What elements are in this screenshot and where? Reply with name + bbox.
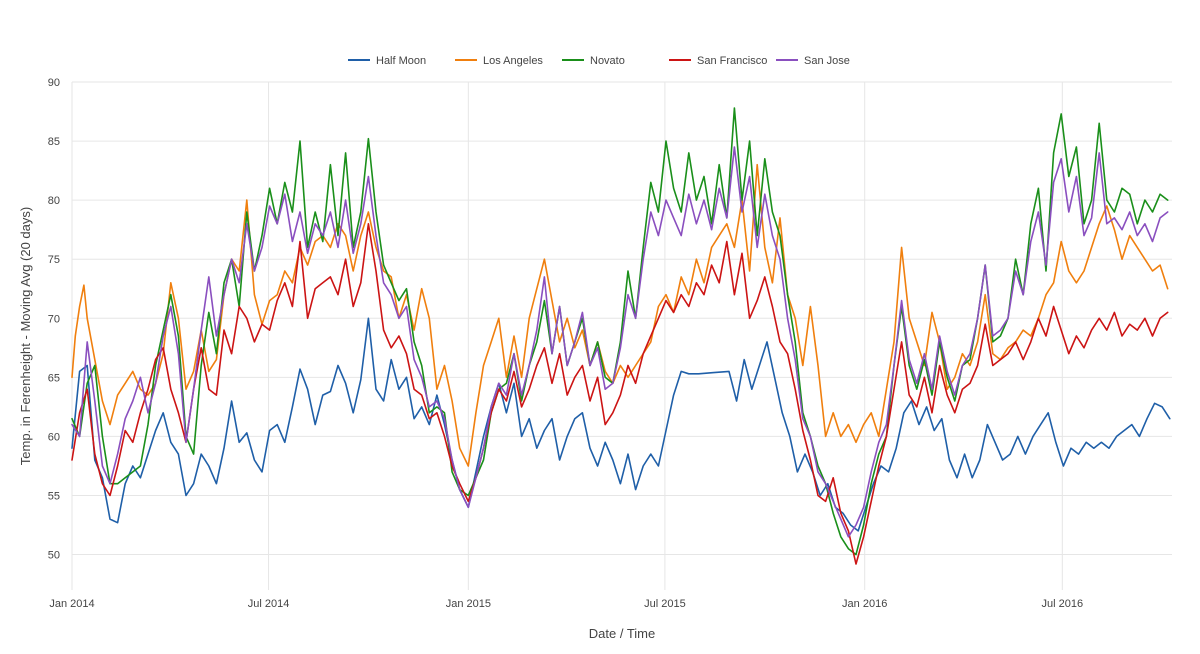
x-tick-label: Jan 2014	[49, 598, 94, 610]
legend-item-half-moon[interactable]: Half Moon	[348, 55, 426, 67]
legend[interactable]: Half Moon Los Angeles Novato San Francisco S…	[348, 55, 850, 67]
series-line-san-jose	[71, 146, 1169, 538]
x-tick-label: Jan 2016	[842, 598, 887, 610]
series-line-novato	[71, 107, 1169, 556]
series-line-half-moon	[71, 317, 1171, 532]
x-tick-label: Jan 2015	[446, 598, 491, 610]
x-tick-label: Jul 2015	[644, 598, 686, 610]
legend-label: Los Angeles	[483, 55, 543, 67]
series-line-san-francisco	[71, 223, 1169, 565]
y-tick-label: 70	[48, 313, 60, 325]
x-tick-label: Jul 2016	[1042, 598, 1084, 610]
y-tick-label: 90	[48, 77, 60, 89]
y-tick-label: 65	[48, 372, 60, 384]
y-tick-label: 50	[48, 550, 60, 562]
axes: 50 55 60 65 70 75 80 85 90 Jan 2014 Jul 2014 Jan 20…	[48, 77, 1083, 610]
series-line-los-angeles	[71, 163, 1169, 467]
legend-label: Half Moon	[376, 55, 426, 67]
legend-label: Novato	[590, 55, 625, 67]
series-lines	[71, 107, 1171, 565]
legend-item-san-jose[interactable]: San Jose	[776, 55, 850, 67]
y-tick-label: 60	[48, 431, 60, 443]
x-axis-title: Date / Time	[589, 626, 655, 641]
legend-label: San Jose	[804, 55, 850, 67]
y-tick-label: 80	[48, 195, 60, 207]
legend-label: San Francisco	[697, 55, 767, 67]
x-tick-label: Jul 2014	[248, 598, 290, 610]
y-axis-title: Temp. in Ferenheight - Moving Avg (20 da…	[18, 207, 33, 465]
legend-item-los-angeles[interactable]: Los Angeles	[455, 55, 543, 67]
legend-item-san-francisco[interactable]: San Francisco	[669, 55, 767, 67]
y-tick-label: 85	[48, 136, 60, 148]
y-tick-label: 75	[48, 254, 60, 266]
legend-item-novato[interactable]: Novato	[562, 55, 625, 67]
y-tick-label: 55	[48, 490, 60, 502]
